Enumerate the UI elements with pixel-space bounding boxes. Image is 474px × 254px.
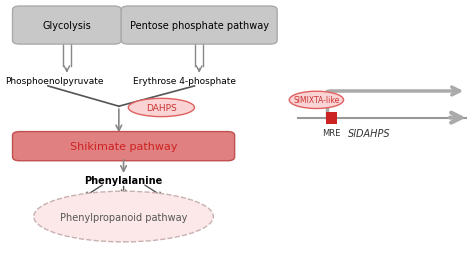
Ellipse shape [289, 92, 344, 109]
Text: Phenylalanine: Phenylalanine [84, 175, 163, 185]
Ellipse shape [128, 99, 194, 117]
Text: Phenylpropanoid pathway: Phenylpropanoid pathway [60, 212, 187, 222]
Text: SlDAHPS: SlDAHPS [348, 128, 391, 138]
FancyBboxPatch shape [12, 7, 121, 45]
Text: MRE: MRE [322, 128, 341, 137]
Text: Phosphoenolpyruvate: Phosphoenolpyruvate [5, 77, 104, 86]
Bar [326, 112, 337, 124]
Text: SlMIXTA-like: SlMIXTA-like [293, 96, 339, 105]
Text: DAHPS: DAHPS [146, 104, 177, 113]
FancyBboxPatch shape [121, 7, 277, 45]
Text: Glycolysis: Glycolysis [43, 21, 91, 31]
Text: Pentose phosphate pathway: Pentose phosphate pathway [130, 21, 269, 31]
Ellipse shape [34, 192, 213, 242]
FancyBboxPatch shape [12, 132, 235, 161]
Text: Shikimate pathway: Shikimate pathway [70, 141, 177, 152]
Text: Erythrose 4-phosphate: Erythrose 4-phosphate [133, 77, 236, 86]
